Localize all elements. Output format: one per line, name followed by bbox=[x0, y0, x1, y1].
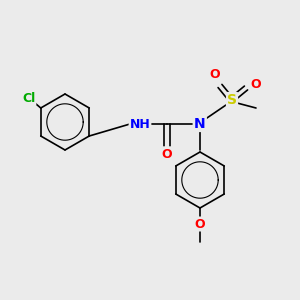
Text: O: O bbox=[162, 148, 172, 160]
Text: O: O bbox=[195, 218, 205, 230]
Text: S: S bbox=[227, 93, 237, 107]
Text: O: O bbox=[251, 77, 261, 91]
Text: O: O bbox=[210, 68, 220, 82]
Text: Cl: Cl bbox=[22, 92, 35, 104]
Text: N: N bbox=[194, 117, 206, 131]
Text: NH: NH bbox=[130, 118, 150, 130]
